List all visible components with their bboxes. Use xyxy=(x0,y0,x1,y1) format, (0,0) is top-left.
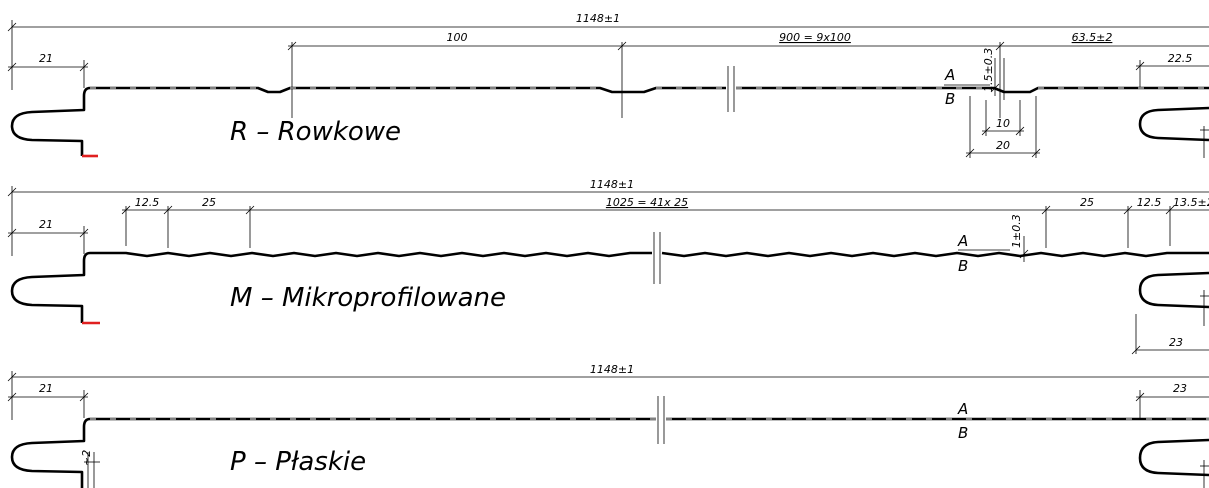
right-lock-label: 22.5 xyxy=(1168,52,1193,65)
profile-title: R – Rowkowe xyxy=(230,117,401,147)
micro-depth-label: 1±0.3 xyxy=(1010,214,1023,248)
groove-pitch-dimension: 100 xyxy=(287,31,627,118)
profile-r: 1148±1 21 100 900 = 9x100 xyxy=(7,12,1209,158)
face-a-label: A xyxy=(944,66,955,84)
face-b-label: B xyxy=(958,424,968,442)
overall-dimension-label: 1148±1 xyxy=(590,178,634,191)
face-a-label: A xyxy=(957,232,968,250)
left-lock-dimension: 21 xyxy=(7,218,89,254)
groove-depth-label: 1.5±0.3 xyxy=(982,48,995,92)
right-lock-dimension: 23 xyxy=(1131,314,1209,355)
overall-dimension: 1148±1 xyxy=(7,12,1209,90)
overall-dimension-label: 1148±1 xyxy=(590,363,634,376)
right-edge-dimension: 63.5±2 xyxy=(1000,31,1209,47)
overall-dimension-label: 1148±1 xyxy=(576,12,620,25)
profile-title: P – Płaskie xyxy=(230,447,366,477)
groove-series-dimension: 900 = 9x100 xyxy=(626,31,1005,118)
right-edge-label: 63.5±2 xyxy=(1072,31,1113,44)
face-b-label: B xyxy=(945,90,955,108)
right-offset-label: 12.5 xyxy=(1137,196,1162,209)
left-lock-dimension: 21 xyxy=(7,382,89,418)
groove-bottom-label: 10 xyxy=(996,117,1010,130)
right-lock-label: 23 xyxy=(1169,336,1183,349)
profile-p: 1148±1 21 23 A B xyxy=(7,363,1209,488)
gap-dimension: ~2 xyxy=(80,450,100,488)
right-lock-dimension: 22.5 xyxy=(1135,52,1209,88)
overall-dimension: 1148±1 xyxy=(7,178,1209,256)
right-edge-label: 13.5±2 xyxy=(1173,196,1209,209)
left-offset-label: 12.5 xyxy=(135,196,160,209)
groove-top-label: 20 xyxy=(996,139,1010,152)
profile-m: 1148±1 21 12.5 25 1025 = 41x 25 xyxy=(7,178,1209,355)
break-symbol xyxy=(727,66,735,112)
left-lock-dimension: 21 xyxy=(7,52,89,88)
face-b-label: B xyxy=(958,257,968,275)
sheet-outline xyxy=(10,251,1209,326)
micro-depth-dimension: 1±0.3 xyxy=(1010,214,1029,262)
break-symbol xyxy=(657,396,665,444)
right-pitch-label: 25 xyxy=(1080,196,1094,209)
break-symbol xyxy=(653,232,661,284)
left-pitch-label: 25 xyxy=(202,196,216,209)
right-lock-dimension: 23 xyxy=(1135,382,1209,418)
groove-width-dimensions: 10 20 xyxy=(965,96,1041,158)
face-a-label: A xyxy=(957,400,968,418)
sheet-outline xyxy=(10,417,1209,488)
profile-title: M – Mikroprofilowane xyxy=(230,283,506,313)
micro-series-label: 1025 = 41x 25 xyxy=(606,196,688,209)
groove-depth-dimension: 1.5±0.3 xyxy=(982,48,1005,100)
sheet-outline xyxy=(10,86,1209,158)
left-lock-label: 21 xyxy=(39,382,53,395)
micro-series-dimension: 12.5 25 1025 = 41x 25 25 12.5 13.5±2 xyxy=(121,196,1209,248)
left-lock-label: 21 xyxy=(39,218,53,231)
gap-label: ~2 xyxy=(80,450,93,466)
left-lock-label: 21 xyxy=(39,52,53,65)
groove-pitch-label: 100 xyxy=(447,31,468,44)
overall-dimension: 1148±1 xyxy=(7,363,1209,420)
right-lock-label: 23 xyxy=(1173,382,1187,395)
groove-series-label: 900 = 9x100 xyxy=(779,31,851,44)
